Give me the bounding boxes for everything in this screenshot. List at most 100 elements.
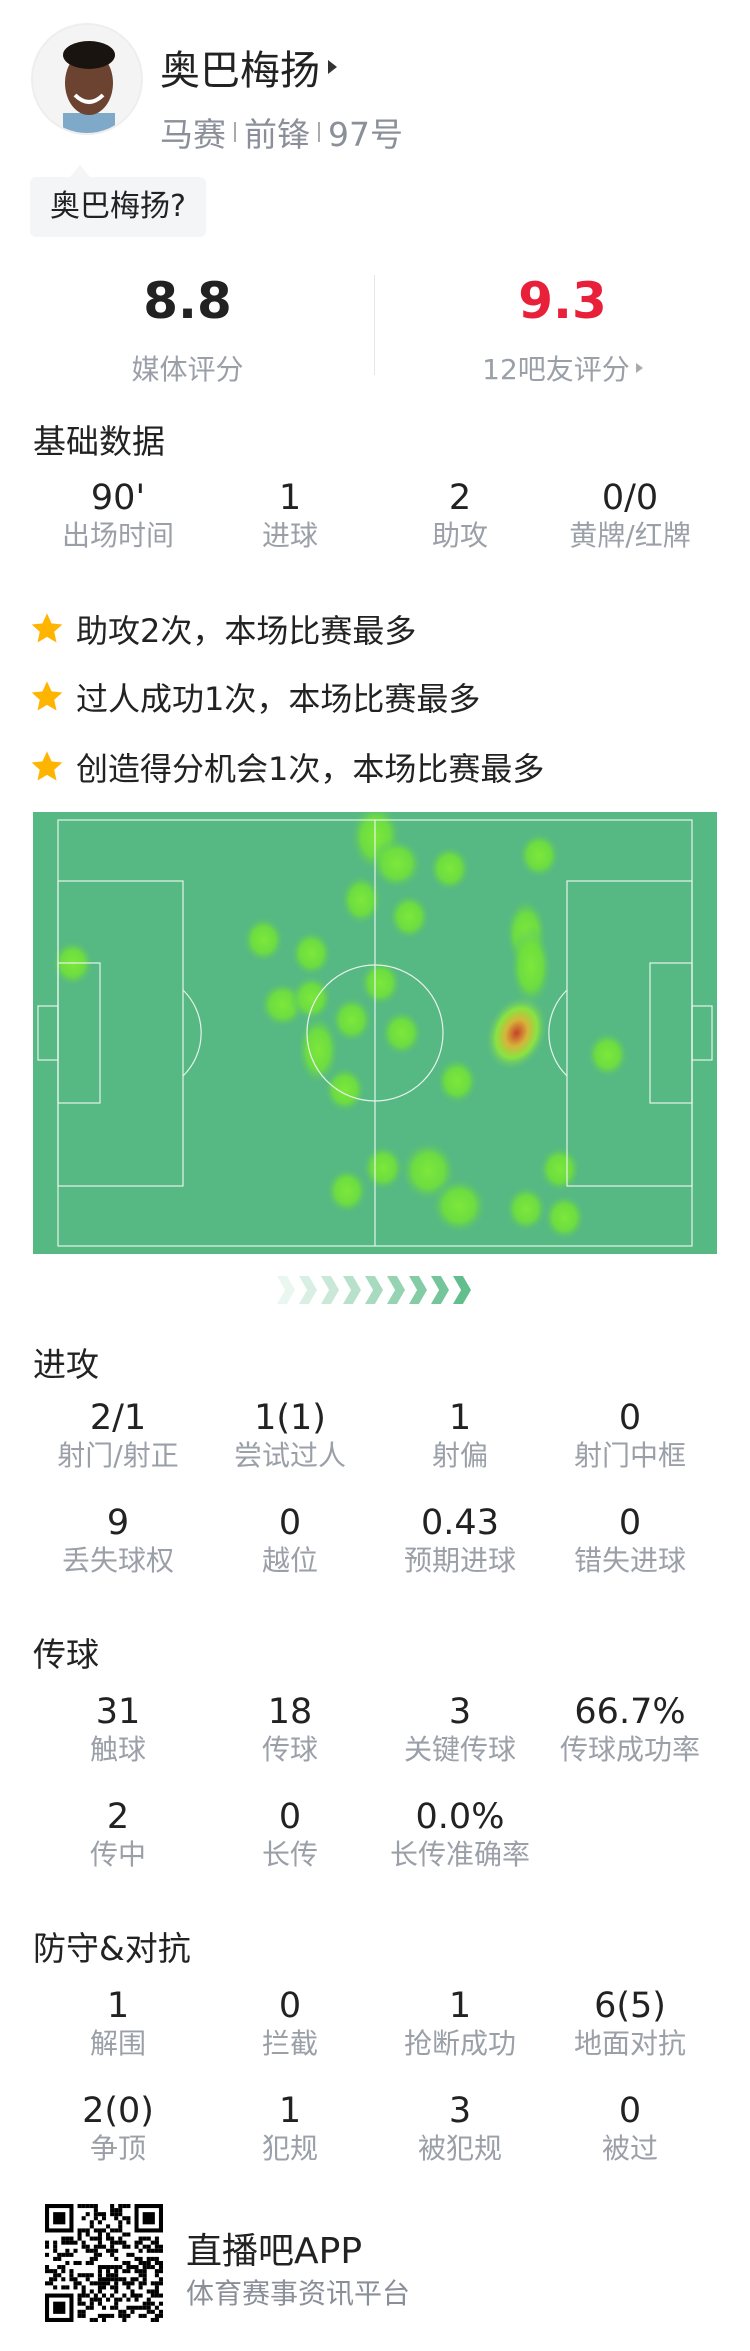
stat-label: 长传准确率 (389, 1838, 530, 1871)
chevron-right-icon (321, 1276, 339, 1304)
stat-value: 0 (618, 1503, 642, 1543)
separator (234, 122, 236, 142)
highlight-text: 创造得分机会1次，本场比赛最多 (76, 750, 545, 788)
heat-spot (542, 1193, 587, 1242)
stat-value: 3 (448, 1692, 472, 1732)
stat-cell: 1(1) 尝试过人 (205, 1398, 375, 1474)
stat-cell: 3 被犯规 (375, 2091, 545, 2167)
stat-cell: 18 传球 (205, 1692, 375, 1768)
chevron-right-icon (365, 1276, 383, 1304)
heat-spot (517, 831, 561, 880)
stat-value: 1 (448, 1986, 472, 2026)
stat-cell: 0/0 黄牌/红牌 (545, 478, 715, 554)
stat-label: 射门/射正 (57, 1439, 179, 1472)
stat-cell: 1 解围 (33, 1986, 203, 2062)
stat-cell: 6(5) 地面对抗 (545, 1986, 715, 2062)
stat-label: 错失进球 (573, 1544, 686, 1577)
star-icon (31, 751, 63, 781)
stat-value: 31 (95, 1692, 141, 1732)
stat-value: 9 (106, 1503, 130, 1543)
stat-value: 3 (448, 2091, 472, 2131)
attack-direction-arrows (277, 1276, 475, 1304)
stat-value: 90' (90, 478, 146, 518)
stat-label: 被过 (601, 2132, 658, 2165)
stat-value: 66.7% (574, 1692, 686, 1732)
stat-cell: 9 丢失球权 (33, 1503, 203, 1579)
heat-spot (509, 925, 553, 1008)
stat-cell: 0.0% 长传准确率 (375, 1797, 545, 1873)
stat-label: 长传 (261, 1838, 318, 1871)
stat-label: 尝试过人 (233, 1439, 346, 1472)
stat-cell: 0.43 预期进球 (375, 1503, 545, 1579)
stat-value: 0 (618, 1398, 642, 1438)
stat-cell: 90' 出场时间 (33, 478, 203, 554)
stat-cell: 2 传中 (33, 1797, 203, 1873)
heat-spot (325, 1166, 369, 1215)
stat-value: 6(5) (594, 1986, 666, 2026)
star-icon (31, 613, 63, 643)
stat-cell: 1 射偏 (375, 1398, 545, 1474)
stat-label: 抢断成功 (403, 2027, 516, 2060)
player-avatar[interactable] (31, 23, 143, 135)
speech-bubble[interactable]: 奥巴梅扬? (30, 165, 206, 237)
stat-label: 射偏 (431, 1439, 488, 1472)
shirt-number: 97号 (328, 115, 403, 154)
stat-value: 0 (278, 1986, 302, 2026)
stat-value: 2 (106, 1797, 130, 1837)
stat-label: 争顶 (89, 2132, 146, 2165)
highlight-item: 创造得分机会1次，本场比赛最多 (30, 744, 544, 790)
stat-value: 1 (278, 2091, 302, 2131)
stat-label: 关键传球 (403, 1733, 516, 1766)
chevron-right-icon (343, 1276, 361, 1304)
basic-stats-row: 90' 出场时间 1 进球 2 助攻 0/0 黄牌/红牌 (0, 478, 750, 558)
player-info: 马赛 前锋 97号 (160, 108, 403, 156)
media-rating: 8.8 媒体评分 (0, 272, 375, 388)
heat-spot (241, 915, 286, 964)
player-name-link[interactable]: 奥巴梅扬 (160, 38, 337, 96)
stat-cell: 1 进球 (205, 478, 375, 554)
stat-value: 2(0) (82, 2091, 154, 2131)
caret-right-icon (635, 363, 643, 373)
chevron-right-icon (387, 1276, 405, 1304)
separator (318, 122, 320, 142)
heat-spot (330, 995, 374, 1044)
stat-label: 丢失球权 (61, 1544, 174, 1577)
stat-cell: 1 犯规 (205, 2091, 375, 2167)
stat-label: 犯规 (261, 2132, 318, 2165)
qr-code (45, 2204, 163, 2322)
stat-value: 1 (278, 478, 302, 518)
fan-rating-label: 12吧友评分 (482, 353, 630, 386)
stat-value: 1 (448, 1398, 472, 1438)
stat-value: 0/0 (601, 478, 659, 518)
stat-label: 解围 (89, 2027, 146, 2060)
stat-value: 2 (448, 478, 472, 518)
stat-value: 0 (618, 2091, 642, 2131)
heat-spot (323, 1065, 367, 1114)
highlight-item: 过人成功1次，本场比赛最多 (30, 674, 480, 720)
fan-rating[interactable]: 9.3 12吧友评分 (375, 272, 750, 388)
heat-spot (339, 873, 383, 927)
stat-label: 黄牌/红牌 (569, 519, 691, 552)
media-rating-value: 8.8 (143, 272, 232, 330)
team: 马赛 (160, 115, 226, 154)
heat-spot (585, 1030, 630, 1079)
chevron-right-icon (409, 1276, 427, 1304)
stat-cell: 0 越位 (205, 1503, 375, 1579)
heat-spot (289, 929, 333, 978)
heat-spot (538, 1145, 582, 1194)
stat-value: 1(1) (254, 1398, 326, 1438)
stat-cell: 0 拦截 (205, 1986, 375, 2062)
chevron-right-icon (453, 1276, 471, 1304)
pitch-lines (37, 819, 713, 1247)
stat-cell: 0 错失进球 (545, 1503, 715, 1579)
stat-value: 0 (278, 1797, 302, 1837)
stat-label: 地面对抗 (573, 2027, 686, 2060)
heat-spot (504, 1184, 548, 1233)
heat-spot-hot (484, 994, 549, 1072)
heat-spot (427, 844, 472, 893)
section-title-attack: 进攻 (33, 1345, 99, 1384)
heat-spot (370, 837, 424, 891)
heatmap (37, 800, 713, 1247)
stat-cell: 0 长传 (205, 1797, 375, 1873)
stat-cell: 66.7% 传球成功率 (545, 1692, 715, 1768)
